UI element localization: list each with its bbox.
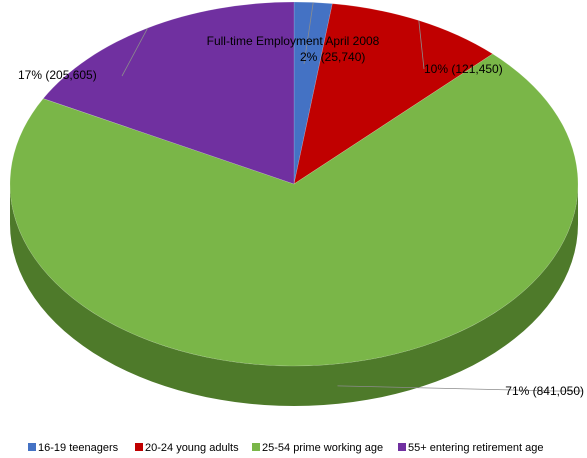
data-label-16-19: 2% (25,740): [300, 50, 365, 64]
leader-line-25-54: [337, 385, 582, 392]
legend-swatch-25-54: [252, 443, 260, 451]
legend-label-20-24: 20-24 young adults: [145, 442, 239, 454]
legend: 16-19 teenagers 20-24 young adults 25-54…: [28, 442, 543, 454]
pie-side-faces: [10, 184, 578, 406]
pie-slice-25-54: [9, 53, 579, 367]
leader-line-55-plus: [121, 27, 149, 77]
legend-swatch-20-24: [135, 443, 143, 451]
pie-slice-16-19: [293, 1, 333, 185]
legend-label-25-54: 25-54 prime working age: [262, 442, 383, 454]
chart-title: Full-time Employment April 2008: [207, 34, 380, 48]
leader-line-16-19: [303, 2, 314, 65]
data-label-20-24: 10% (121,450): [424, 62, 503, 76]
data-label-55-plus: 17% (205,605): [18, 68, 97, 82]
legend-swatch-55-plus: [398, 443, 406, 451]
pie-top-faces: [9, 1, 579, 367]
legend-label-16-19: 16-19 teenagers: [38, 442, 119, 454]
legend-swatch-16-19: [28, 443, 36, 451]
data-label-25-54: 71% (841,050): [505, 384, 584, 398]
leader-line-20-24: [418, 20, 425, 70]
legend-label-55-plus: 55+ entering retirement age: [408, 442, 543, 454]
pie-side-25-54: [10, 184, 578, 406]
label-leader-lines: [121, 2, 582, 392]
